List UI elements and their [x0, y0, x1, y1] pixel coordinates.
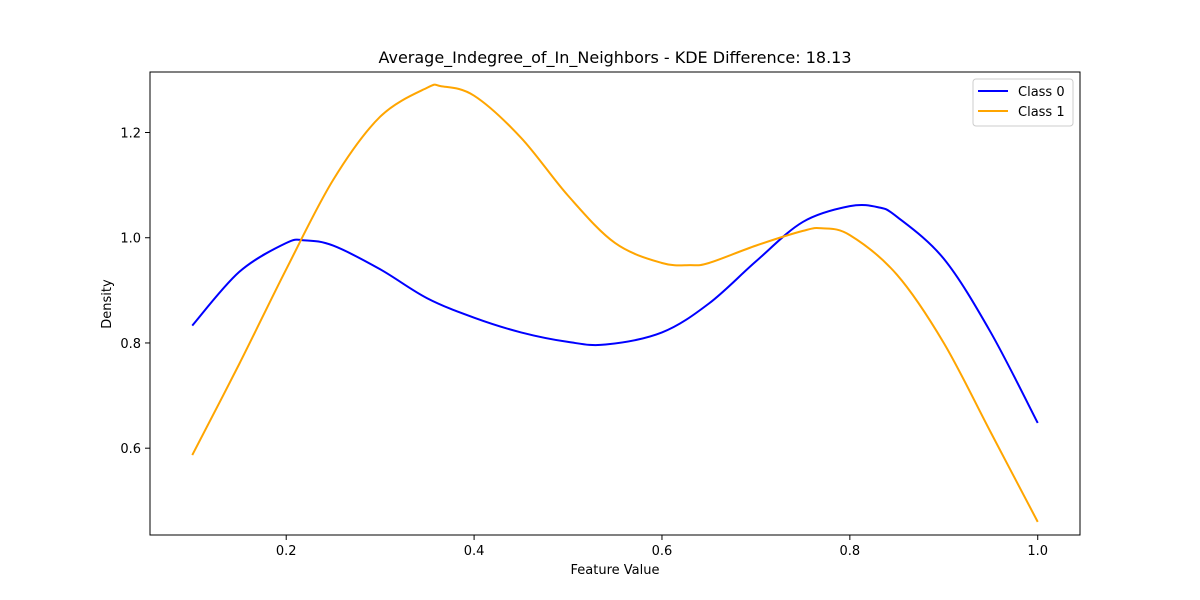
y-tick-label: 0.8 — [120, 337, 141, 352]
y-axis-label: Density — [100, 279, 115, 329]
x-tick-label: 1.0 — [1027, 544, 1048, 559]
x-axis-label: Feature Value — [571, 563, 660, 578]
legend-label-class-1: Class 1 — [1018, 105, 1065, 120]
x-tick-label: 0.4 — [464, 544, 485, 559]
y-tick-label: 0.6 — [120, 442, 141, 457]
x-tick-label: 0.8 — [840, 544, 861, 559]
x-tick-label: 0.6 — [652, 544, 673, 559]
x-tick-label: 0.2 — [276, 544, 297, 559]
plot-frame — [149, 71, 1081, 536]
x-axis-ticks: 0.2 0.4 0.6 0.8 1.0 — [276, 535, 1048, 559]
y-tick-label: 1.0 — [120, 232, 141, 247]
series-lines — [191, 83, 1039, 523]
legend-label-class-0: Class 0 — [1018, 85, 1065, 100]
legend: Class 0 Class 1 — [972, 78, 1074, 127]
series-line-class-1 — [191, 83, 1039, 523]
y-axis-ticks: 0.6 0.8 1.0 1.2 — [120, 127, 150, 457]
y-tick-label: 1.2 — [120, 127, 141, 142]
chart-title: Average_Indegree_of_In_Neighbors - KDE D… — [378, 48, 851, 68]
series-line-class-0 — [191, 203, 1039, 424]
